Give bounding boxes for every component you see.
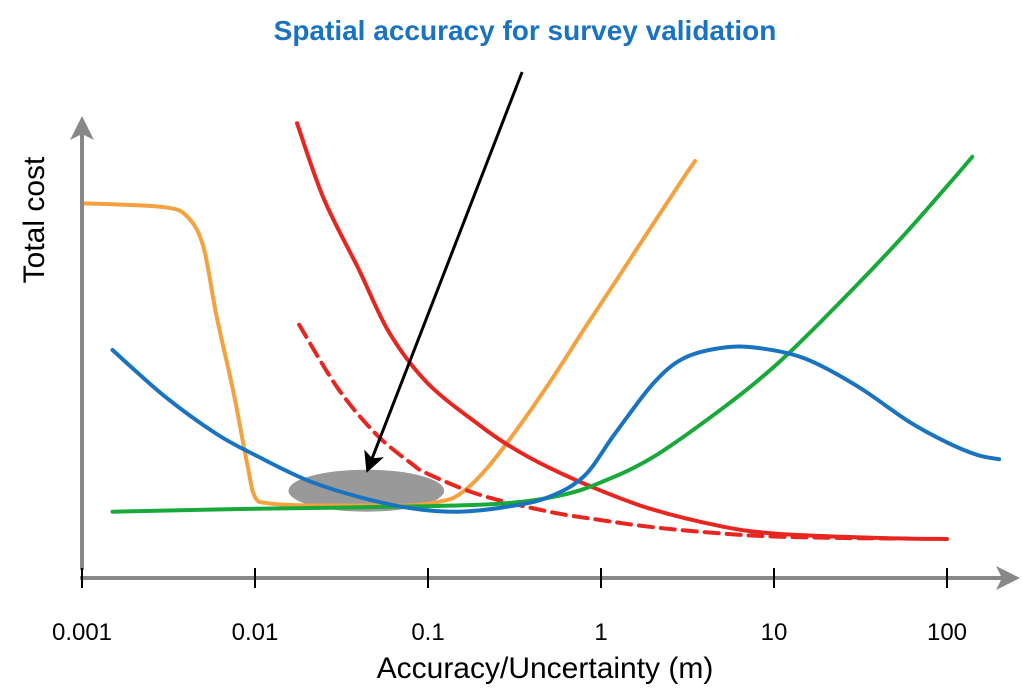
- optimal-region-ellipse: [288, 469, 445, 512]
- x-tick-label: 0.01: [232, 619, 279, 646]
- y-axis-label: Total cost: [18, 156, 51, 283]
- plot-area: [84, 121, 1002, 541]
- series-line-2: [297, 322, 911, 541]
- x-ticks: 0.001 0.01 0.1 1 10 100: [52, 568, 967, 646]
- x-tick-label: 1: [594, 619, 607, 646]
- series-line-3: [110, 344, 1002, 514]
- x-tick-label: 0.001: [52, 619, 112, 646]
- x-axis-label: Accuracy/Uncertainty (m): [377, 652, 714, 685]
- x-tick-label: 10: [761, 619, 788, 646]
- chart-title: Spatial accuracy for survey validation: [274, 15, 777, 46]
- x-tick-label: 0.1: [411, 619, 444, 646]
- x-tick-label: 100: [927, 619, 967, 646]
- annotation-arrow: [364, 71, 524, 473]
- series-line-4: [110, 154, 975, 514]
- axes: [70, 116, 1020, 590]
